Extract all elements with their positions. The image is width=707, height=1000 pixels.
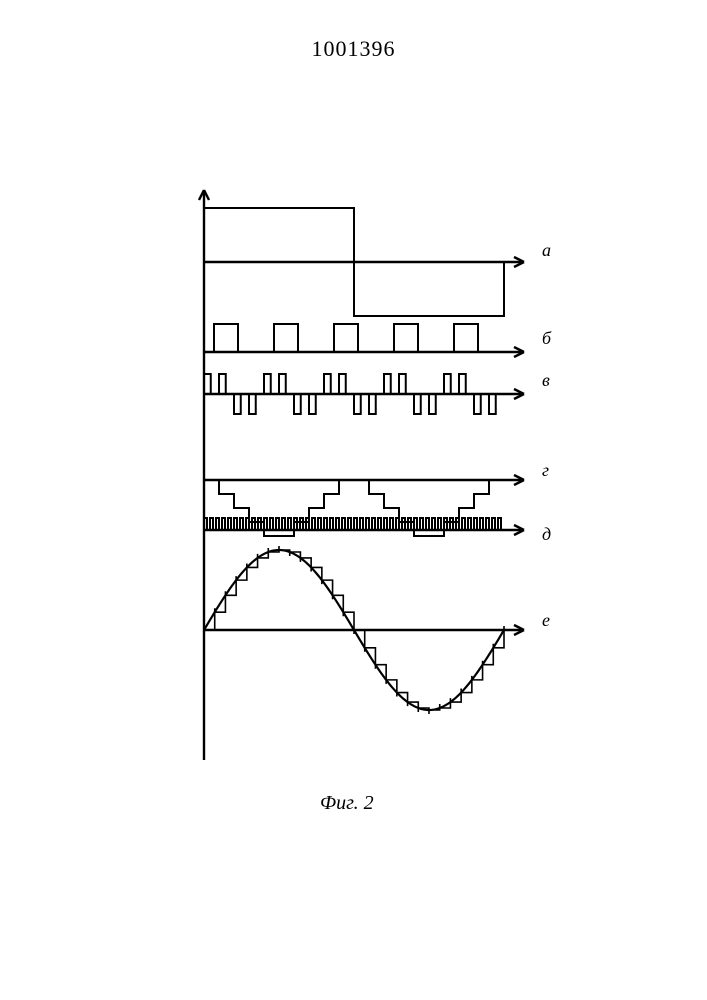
axis-label-v: в	[542, 370, 550, 390]
figure-2: абвгде	[180, 190, 540, 780]
figure-caption: Фиг. 2	[320, 792, 374, 815]
axis-label-g: г	[542, 460, 549, 480]
axis-label-b: б	[542, 328, 552, 348]
axis-label-e: е	[542, 610, 550, 630]
timing-diagram: абвгде	[180, 190, 540, 780]
axis-label-a: а	[542, 240, 551, 260]
axis-label-d: д	[542, 524, 551, 544]
doc-number: 1001396	[0, 36, 707, 62]
